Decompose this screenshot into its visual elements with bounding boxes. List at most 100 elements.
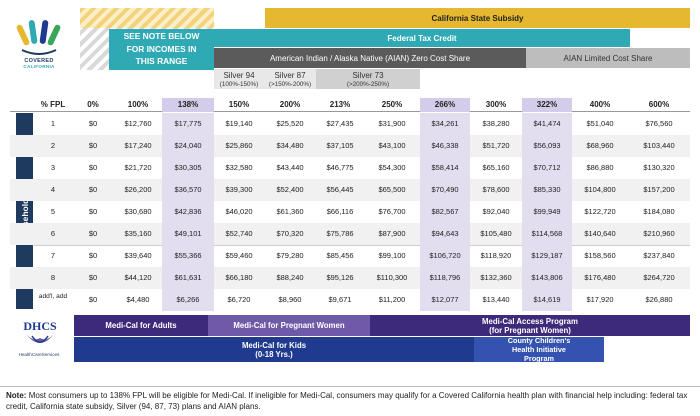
income-cell: $52,740 <box>225 229 253 238</box>
income-cell: $17,920 <box>586 295 614 304</box>
income-cell: $264,720 <box>643 273 675 282</box>
kids-line2: (0-18 Yrs.) <box>255 349 293 359</box>
income-cell: $79,280 <box>276 251 304 260</box>
chip-line3: Program <box>523 354 554 363</box>
income-cell: $41,474 <box>522 113 572 135</box>
aian-limited-cost-band: AIAN Limited Cost Share <box>526 48 690 68</box>
income-cell: $92,040 <box>482 207 510 216</box>
see-note-block: SEE NOTE BELOW FOR INCOMES IN THIS RANGE <box>109 29 214 70</box>
income-cell: $65,160 <box>482 163 510 172</box>
income-cell: $52,400 <box>276 185 304 194</box>
header-cell: 200% <box>279 100 301 109</box>
income-cell: $184,080 <box>643 207 675 216</box>
income-cell: $70,320 <box>276 229 304 238</box>
income-cell: $75,786 <box>326 229 354 238</box>
income-cell: $157,200 <box>643 185 675 194</box>
income-cell: $103,440 <box>643 141 675 150</box>
kids-line1: Medi-Cal for Kids <box>241 340 307 350</box>
medi-cal-adults-bar: Medi-Cal for Adults <box>74 315 208 336</box>
income-cell: $25,860 <box>225 141 253 150</box>
income-cell: $11,200 <box>378 295 406 304</box>
see-note-line1: SEE NOTE BELOW <box>123 31 200 41</box>
income-cell: $13,440 <box>482 295 510 304</box>
income-cell: $86,880 <box>586 163 614 172</box>
income-cell: $51,720 <box>482 141 510 150</box>
income-cell: $0 <box>88 251 98 260</box>
income-cell: $25,520 <box>276 119 304 128</box>
income-cell: $85,456 <box>326 251 354 260</box>
household-size-sidebar: Household Size <box>16 113 33 309</box>
chip-bar: County Children's Health Initiative Prog… <box>474 336 604 363</box>
footnote: Note: Most consumers up to 138% FPL will… <box>6 391 696 412</box>
income-cell: $118,920 <box>480 251 512 260</box>
income-cell: $43,100 <box>378 141 406 150</box>
income-cell: $37,105 <box>326 141 354 150</box>
silver-87-label: Silver 87 <box>274 71 306 80</box>
logo-wordmark: COVERED CALIFORNIA <box>6 58 72 70</box>
household-size-cell: 7 <box>50 251 56 260</box>
household-size-cell: 1 <box>50 119 56 128</box>
income-cell: $237,840 <box>643 251 675 260</box>
income-cell: $210,960 <box>643 229 675 238</box>
income-cell: $49,101 <box>162 223 214 245</box>
table-row: 3 $0 $21,720 $30,305 $32,580 $43,440 $46,775 $5… <box>10 157 690 179</box>
income-cell: $88,240 <box>276 273 304 282</box>
income-cell: $34,261 <box>420 113 470 135</box>
household-size-cell: 5 <box>50 207 56 216</box>
income-cell: $140,640 <box>584 229 616 238</box>
income-cell: $51,040 <box>586 119 614 128</box>
header-cell: 100% <box>127 100 149 109</box>
divider <box>0 386 700 387</box>
income-cell: $39,300 <box>225 185 253 194</box>
table-row: 8 $0 $44,120 $61,631 $66,180 $88,240 $95,126 $1… <box>10 267 690 289</box>
income-cell: $118,796 <box>420 267 470 289</box>
income-cell: $27,435 <box>326 119 354 128</box>
income-cell: $99,100 <box>378 251 406 260</box>
group-separator <box>34 245 690 246</box>
income-cell: $114,568 <box>522 223 572 245</box>
income-cell: $17,240 <box>124 141 152 150</box>
table-row: 4 $0 $26,200 $36,570 $39,300 $52,400 $56,445 $6… <box>10 179 690 201</box>
income-cell: $158,560 <box>584 251 616 260</box>
income-cell: $39,640 <box>124 251 152 260</box>
income-cell: $38,280 <box>482 119 510 128</box>
income-cell: $46,338 <box>420 135 470 157</box>
access-line1: Medi-Cal Access Program <box>482 316 578 326</box>
income-cell: $104,800 <box>584 185 616 194</box>
income-cell: $0 <box>88 141 98 150</box>
household-size-cell: 8 <box>50 273 56 282</box>
income-cell: $43,440 <box>276 163 304 172</box>
income-cell: $110,300 <box>376 273 408 282</box>
income-cell: $0 <box>88 185 98 194</box>
income-cell: $56,093 <box>522 135 572 157</box>
header-cell: 400% <box>589 100 611 109</box>
footnote-text: Most consumers up to 138% FPL will be el… <box>6 391 688 411</box>
header-cell: 0% <box>87 100 99 109</box>
header-cell: 138% <box>162 98 214 112</box>
income-cell: $12,077 <box>420 289 470 311</box>
silver-94-label: Silver 94 <box>223 71 255 80</box>
footnote-label: Note: <box>6 391 27 400</box>
income-cell: $132,360 <box>480 273 512 282</box>
household-size-cell: 3 <box>50 163 56 172</box>
income-cell: $99,949 <box>522 201 572 223</box>
medi-cal-kids-bar: Medi-Cal for Kids (0-18 Yrs.) <box>74 337 474 362</box>
logo-wordmark-line1: COVERED <box>24 58 54 64</box>
income-cell: $31,900 <box>378 119 406 128</box>
income-cell: $87,900 <box>378 229 406 238</box>
income-cell: $42,836 <box>162 201 214 223</box>
income-cell: $21,720 <box>124 163 152 172</box>
income-cell: $4,480 <box>126 295 150 304</box>
income-cell: $58,414 <box>420 157 470 179</box>
income-cell: $6,266 <box>162 289 214 311</box>
see-note-line3: THIS RANGE <box>135 56 188 66</box>
income-cell: $85,330 <box>522 179 572 201</box>
household-size-cell: 4 <box>50 185 56 194</box>
aian-zero-cost-band: American Indian / Alaska Native (AIAN) Z… <box>214 48 526 68</box>
table-row: 7 $0 $39,640 $55,366 $59,460 $79,280 $85,456 $9… <box>10 245 690 267</box>
income-cell: $46,775 <box>326 163 354 172</box>
silver-87-band: Silver 87 (>150%-200%) <box>264 69 316 89</box>
income-cell: $61,360 <box>276 207 304 216</box>
dhcs-logo-text: DHCS <box>23 319 57 333</box>
income-cell: $0 <box>88 295 98 304</box>
